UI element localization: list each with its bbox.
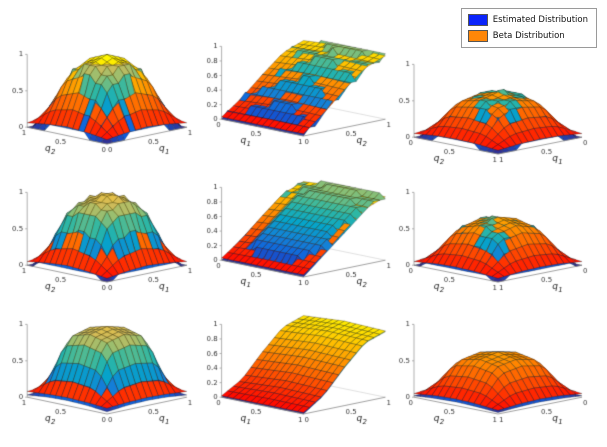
legend: Estimated Distribution Beta Distribution bbox=[460, 8, 597, 48]
surface-plot-r3c2 bbox=[206, 300, 401, 440]
legend-label-estimated: Estimated Distribution bbox=[492, 15, 588, 25]
surface-plot-r1c3 bbox=[398, 40, 598, 180]
surface-plot-r1c2 bbox=[206, 22, 401, 162]
legend-swatch-estimated bbox=[467, 14, 488, 26]
legend-item-estimated: Estimated Distribution bbox=[467, 14, 588, 26]
surface-plot-r3c1 bbox=[12, 300, 202, 440]
surface-plot-r1c1 bbox=[12, 30, 202, 170]
surface-plot-r3c3 bbox=[398, 300, 598, 440]
surface-plot-r2c3 bbox=[398, 168, 598, 308]
surface-plot-r2c2 bbox=[206, 163, 401, 303]
surface-plot-r2c1 bbox=[12, 168, 202, 308]
legend-swatch-beta bbox=[467, 30, 488, 42]
legend-label-beta: Beta Distribution bbox=[492, 31, 565, 41]
legend-item-beta: Beta Distribution bbox=[467, 30, 588, 42]
